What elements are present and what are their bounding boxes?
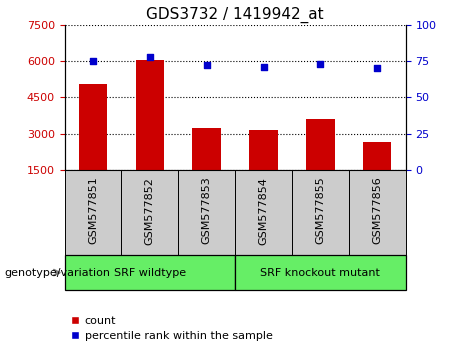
Legend: count, percentile rank within the sample: count, percentile rank within the sample	[70, 316, 272, 341]
Bar	[79, 84, 107, 170]
Bar	[292, 170, 349, 255]
Text: SRF knockout mutant: SRF knockout mutant	[260, 268, 380, 278]
Text: GSM577855: GSM577855	[315, 177, 325, 245]
Text: GSM577853: GSM577853	[201, 177, 212, 245]
Bar	[193, 127, 221, 170]
Point	[317, 61, 324, 67]
Bar	[65, 255, 235, 290]
Bar	[235, 170, 292, 255]
Point	[260, 64, 267, 70]
Point	[89, 58, 97, 64]
Text: GSM577854: GSM577854	[259, 177, 269, 245]
Text: SRF wildtype: SRF wildtype	[114, 268, 186, 278]
Text: GSM577852: GSM577852	[145, 177, 155, 245]
Title: GDS3732 / 1419942_at: GDS3732 / 1419942_at	[146, 7, 324, 23]
Text: GSM577856: GSM577856	[372, 177, 382, 245]
Bar	[121, 170, 178, 255]
Bar	[249, 130, 278, 170]
Bar	[136, 60, 164, 170]
Bar	[178, 170, 235, 255]
Point	[373, 65, 381, 71]
Bar	[235, 255, 406, 290]
Point	[203, 63, 210, 68]
Bar	[306, 119, 335, 170]
Text: GSM577851: GSM577851	[88, 177, 98, 245]
Bar	[65, 170, 121, 255]
Bar	[363, 142, 391, 170]
Point	[146, 54, 154, 59]
Bar	[349, 170, 406, 255]
Text: genotype/variation: genotype/variation	[5, 268, 111, 278]
